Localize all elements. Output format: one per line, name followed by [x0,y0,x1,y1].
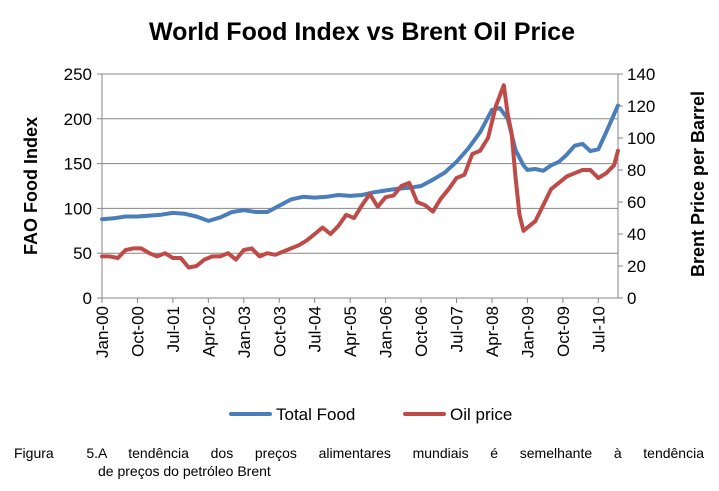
x-tick-label: Oct-03 [270,306,289,357]
legend-label: Oil price [450,405,512,424]
x-tick-label: Apr-02 [199,306,218,357]
grid-lines [102,73,618,254]
x-tick-label: Apr-08 [483,306,502,357]
x-tick-labels: Jan-00 Oct-00 Jul-01 Apr-02 Jan-03 Oct-03 Jul-… [93,306,608,358]
figure-caption: Figura 5.A tendência dos preços alimenta… [14,444,704,480]
y-left-axis-title: FAO Food Index [21,117,41,255]
x-tick-label: Oct-09 [554,306,573,357]
y-left-tick-label: 0 [83,289,92,308]
x-tick-label: Jan-09 [518,306,537,358]
caption-text-1: A tendência dos preços alimentares mundi… [98,445,704,461]
x-tick-label: Oct-06 [412,306,431,357]
x-tick-label: Jul-10 [589,306,608,352]
caption-line-2: de preços do petróleo Brent [98,463,271,479]
caption-label: Figura 5. [14,445,98,461]
x-tick-label: Jul-07 [448,306,467,352]
axes [97,73,623,303]
y-right-tick-label: 100 [627,129,655,148]
y-right-axis-title: Brent Price per Barrel [688,91,708,277]
series-line-oil-price [100,83,620,270]
y-left-tick-label: 100 [64,199,92,218]
y-right-tick-label: 40 [627,225,646,244]
y-right-tick-label: 20 [627,257,646,276]
legend: Total Food Oil price [229,405,512,424]
y-right-tick-label: 120 [627,97,655,116]
y-right-tick-labels: 0 20 40 60 80 100 120 140 [627,65,655,308]
chart-svg: World Food Index vs Brent Oil Price 0 50 1… [21,18,708,424]
y-left-tick-label: 200 [64,110,92,129]
y-left-tick-label: 50 [73,244,92,263]
series-lines [100,83,620,270]
x-tick-label: Jan-00 [93,306,112,358]
legend-label: Total Food [276,405,355,424]
y-right-tick-label: 60 [627,193,646,212]
y-right-tick-label: 80 [627,161,646,180]
x-tick-label: Jul-04 [306,306,325,352]
chart-title: World Food Index vs Brent Oil Price [149,18,575,46]
chart-figure: World Food Index vs Brent Oil Price 0 50 1… [21,18,708,424]
y-left-tick-label: 150 [64,155,92,174]
x-tick-label: Jan-06 [377,306,396,358]
y-left-tick-labels: 0 50 100 150 200 250 [64,65,92,308]
x-tick-label: Oct-00 [128,306,147,357]
x-tick-label: Apr-05 [341,306,360,357]
y-left-tick-label: 250 [64,65,92,84]
y-right-tick-label: 140 [627,65,655,84]
y-right-tick-label: 0 [627,289,636,308]
caption-line-1: Figura 5.A tendência dos preços alimenta… [14,444,704,462]
x-tick-label: Jan-03 [235,306,254,358]
x-tick-label: Jul-01 [164,306,183,352]
